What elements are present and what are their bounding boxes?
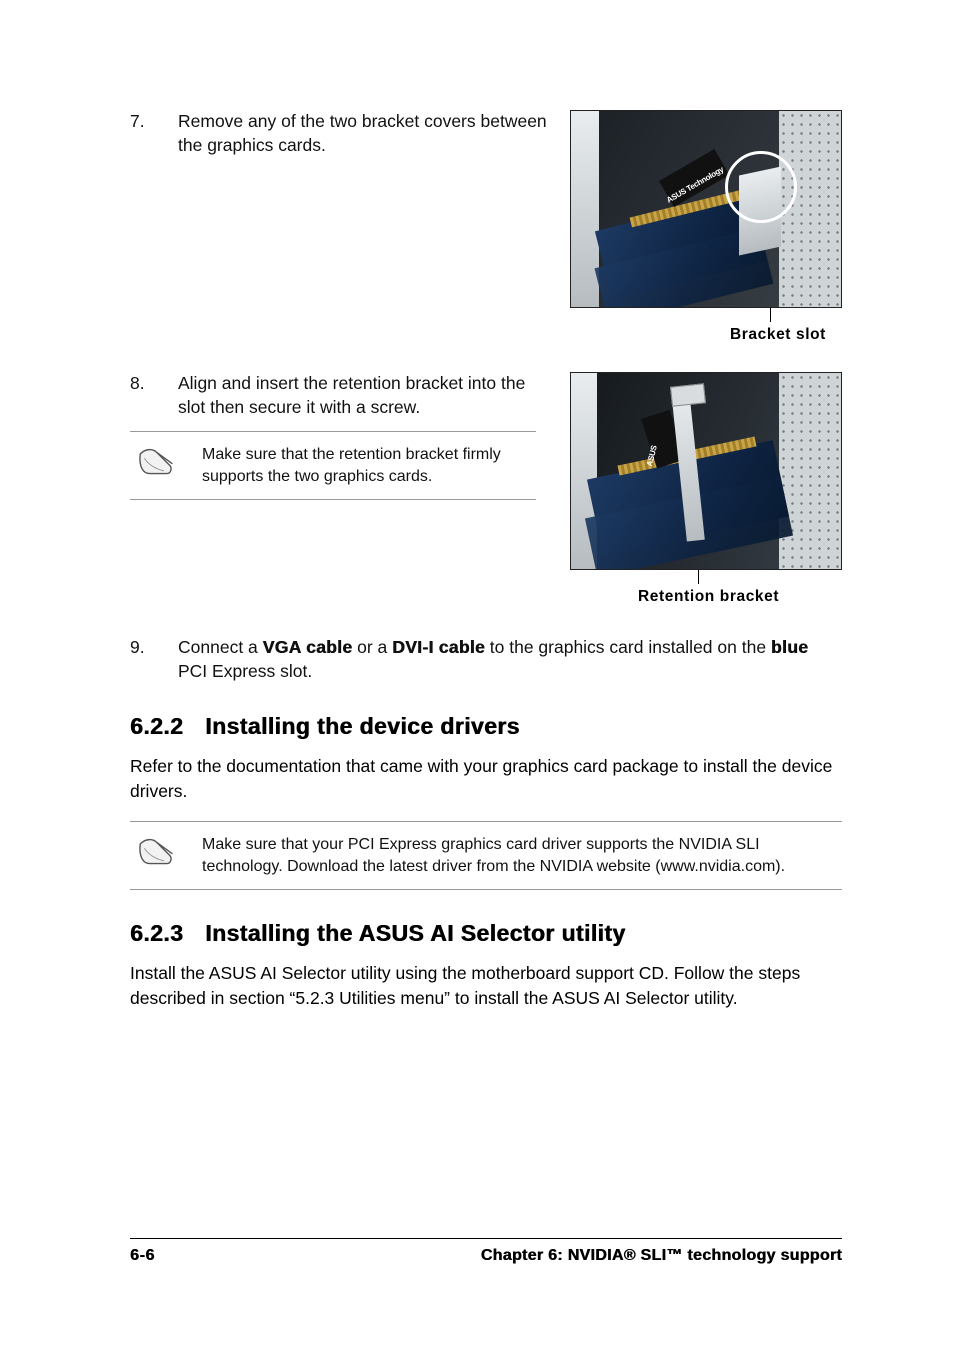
dvi-cable-label: DVI-I cable bbox=[392, 637, 485, 657]
text-fragment: PCI Express slot. bbox=[178, 661, 312, 681]
page-footer: 6-6 Chapter 6: NVIDIA® SLI™ technology s… bbox=[130, 1238, 842, 1265]
caption-tick bbox=[698, 570, 699, 584]
section-622-body: Refer to the documentation that came wit… bbox=[130, 754, 842, 803]
note-text: Make sure that the retention bracket fir… bbox=[202, 444, 530, 487]
step-7-text-col: 7. Remove any of the two bracket covers … bbox=[130, 110, 548, 169]
blue-slot-label: blue bbox=[771, 637, 808, 657]
step-text: Remove any of the two bracket covers bet… bbox=[178, 110, 548, 157]
section-title: Installing the device drivers bbox=[205, 713, 520, 740]
step-7: 7. Remove any of the two bracket covers … bbox=[130, 110, 548, 157]
note-hand-icon bbox=[130, 834, 184, 868]
figure-bracket-slot: ASUS Technology Bracket slot bbox=[570, 110, 842, 344]
step-text: Connect a VGA cable or a DVI-I cable to … bbox=[178, 636, 842, 683]
step-number: 8. bbox=[130, 372, 178, 396]
step-number: 7. bbox=[130, 110, 178, 134]
step-number: 9. bbox=[130, 636, 178, 660]
note-driver-support: Make sure that your PCI Express graphics… bbox=[130, 821, 842, 890]
step-text: Align and insert the retention bracket i… bbox=[178, 372, 544, 419]
figure-caption: Bracket slot bbox=[570, 326, 842, 344]
retention-bracket-image: ASUS bbox=[570, 372, 842, 570]
chapter-title: Chapter 6: NVIDIA® SLI™ technology suppo… bbox=[481, 1247, 842, 1265]
step-8-row: 8. Align and insert the retention bracke… bbox=[130, 372, 842, 606]
step-9: 9. Connect a VGA cable or a DVI-I cable … bbox=[130, 636, 842, 683]
section-title: Installing the ASUS AI Selector utility bbox=[205, 920, 625, 947]
page-number: 6-6 bbox=[130, 1247, 155, 1265]
text-fragment: to the graphics card installed on the bbox=[485, 637, 771, 657]
vga-cable-label: VGA cable bbox=[263, 637, 353, 657]
section-number: 6.2.2 bbox=[130, 713, 183, 740]
figure-retention-bracket: ASUS Retention bracket bbox=[570, 372, 842, 606]
section-623-heading: 6.2.3 Installing the ASUS AI Selector ut… bbox=[130, 920, 842, 947]
bracket-slot-image: ASUS Technology bbox=[570, 110, 842, 308]
note-hand-icon bbox=[130, 444, 184, 478]
step-8: 8. Align and insert the retention bracke… bbox=[130, 372, 544, 419]
caption-tick bbox=[770, 308, 771, 322]
section-622-heading: 6.2.2 Installing the device drivers bbox=[130, 713, 842, 740]
text-fragment: NVIDIA® SLI™ technology support bbox=[568, 1247, 842, 1264]
step-8-text-col: 8. Align and insert the retention bracke… bbox=[130, 372, 548, 500]
step-7-row: 7. Remove any of the two bracket covers … bbox=[130, 110, 842, 344]
note-retention-bracket: Make sure that the retention bracket fir… bbox=[130, 431, 536, 500]
text-fragment: or a bbox=[352, 637, 392, 657]
note-text: Make sure that your PCI Express graphics… bbox=[202, 834, 836, 877]
text-fragment: Chapter 6: bbox=[481, 1247, 568, 1264]
section-number: 6.2.3 bbox=[130, 920, 183, 947]
figure-caption: Retention bracket bbox=[570, 588, 842, 606]
section-623-body: Install the ASUS AI Selector utility usi… bbox=[130, 961, 842, 1010]
text-fragment: Connect a bbox=[178, 637, 263, 657]
